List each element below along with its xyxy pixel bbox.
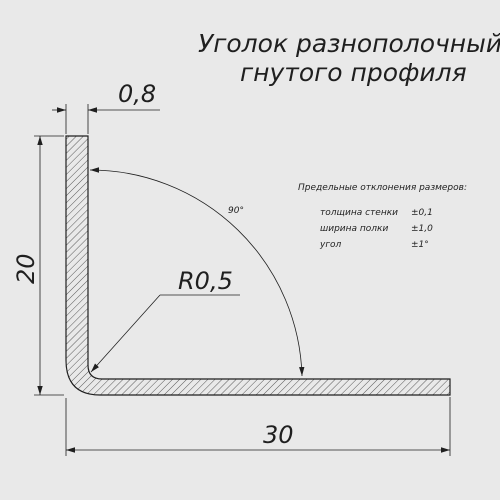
width-dimension — [65, 397, 451, 456]
tolerance-label: угол — [319, 240, 342, 250]
thickness-value: 0,8 — [118, 80, 156, 108]
title-line-1: Уголок разнополочный — [198, 29, 500, 58]
tolerance-value: ±1° — [411, 240, 429, 250]
tolerance-value: ±0,1 — [411, 208, 433, 218]
tolerance-value: ±1,0 — [411, 224, 433, 234]
height-value: 20 — [12, 253, 40, 284]
tolerances-heading: Предельные отклонения размеров: — [298, 183, 467, 193]
angle-profile-section — [65, 135, 451, 396]
radius-leader — [90, 294, 240, 373]
thickness-dimension — [52, 104, 160, 134]
title-line-2: гнутого профиля — [240, 58, 467, 87]
width-value: 30 — [263, 421, 294, 449]
angle-value: 90° — [228, 206, 244, 216]
radius-value: R0,5 — [178, 267, 233, 295]
tolerance-label: ширина полки — [320, 224, 388, 234]
height-dimension — [34, 135, 64, 396]
tolerance-label: толщина стенки — [320, 208, 398, 218]
angle-arc — [89, 167, 305, 377]
